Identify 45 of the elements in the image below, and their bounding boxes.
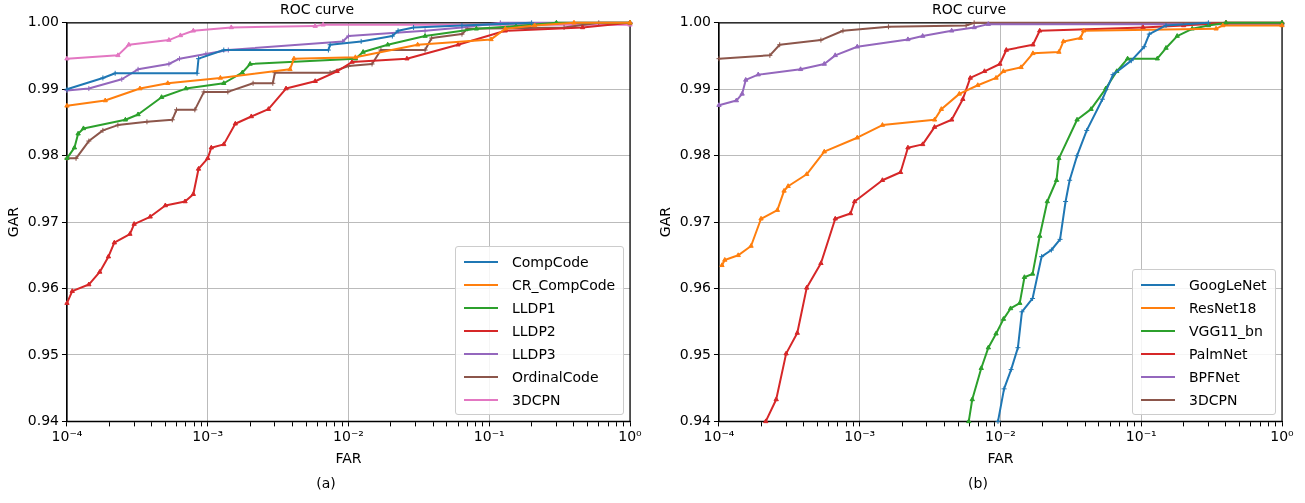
text: (b) — [967, 475, 989, 491]
legend-label: ResNet18 — [1189, 299, 1257, 316]
y-tick-label: 1.00 — [27, 13, 59, 30]
y-tick-label: 0.95 — [679, 345, 711, 362]
y-tick-label: 0.94 — [27, 412, 60, 429]
legend-label: BPFNet — [1189, 368, 1240, 385]
x-axis-title: FAR — [987, 450, 1014, 467]
legend-label: LLDP1 — [512, 299, 556, 316]
y-tick-label: 0.99 — [679, 79, 711, 96]
legend-label: OrdinalCode — [512, 368, 599, 385]
chart-title: ROC curve — [279, 1, 355, 18]
legend-label: CR_CompCode — [512, 276, 616, 293]
y-axis-title: GAR — [657, 206, 674, 238]
x-tick-label: 10⁰ — [618, 428, 643, 445]
chart-title: ROC curve — [931, 1, 1007, 18]
y-tick-label: 0.98 — [679, 146, 711, 163]
x-tick-label: 10⁻³ — [844, 428, 876, 445]
legend-label: VGG11_bn — [1189, 322, 1263, 339]
y-tick-label: 0.96 — [27, 279, 60, 296]
y-tick-label: 1.00 — [679, 13, 711, 30]
y-tick-label: 0.95 — [27, 345, 59, 362]
legend-label: PalmNet — [1189, 345, 1248, 362]
x-tick-label: 10⁰ — [1270, 428, 1295, 445]
x-tick-label: 10⁻¹ — [1125, 428, 1157, 445]
legend-label: 3DCPN — [1189, 391, 1238, 408]
y-tick-label: 0.96 — [679, 279, 712, 296]
x-axis-title: FAR — [335, 450, 362, 467]
legend-label: LLDP3 — [512, 345, 556, 362]
y-axis-title: GAR — [5, 206, 22, 238]
y-tick-label: 0.97 — [27, 212, 59, 229]
legend-label: LLDP2 — [512, 322, 556, 339]
y-tick-label: 0.98 — [27, 146, 59, 163]
y-tick-label: 0.99 — [27, 79, 59, 96]
x-tick-label: 10⁻² — [985, 428, 1016, 445]
legend-label: 3DCPN — [512, 391, 561, 408]
x-tick-label: 10⁻³ — [192, 428, 224, 445]
x-tick-label: 10⁻⁴ — [51, 428, 83, 445]
y-tick-label: 0.97 — [679, 212, 711, 229]
x-tick-label: 10⁻² — [333, 428, 364, 445]
legend-label: CompCode — [512, 253, 589, 270]
text: (a) — [315, 475, 337, 491]
legend-label: GoogLeNet — [1189, 276, 1267, 293]
y-tick-label: 0.94 — [679, 412, 712, 429]
x-tick-label: 10⁻⁴ — [703, 428, 735, 445]
x-tick-label: 10⁻¹ — [473, 428, 505, 445]
